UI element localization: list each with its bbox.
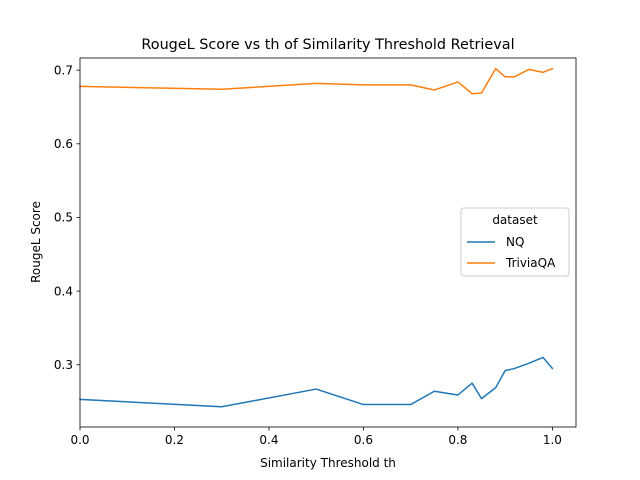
x-tick-label: 0.4 [259, 433, 278, 447]
y-axis-label: RougeL Score [29, 201, 43, 283]
plot-area [79, 67, 554, 408]
series-line-nq [79, 356, 554, 408]
x-tick-label: 1.0 [543, 433, 562, 447]
legend-box [460, 207, 570, 277]
legend-label-nq: NQ [506, 235, 524, 249]
y-axis-ticks: 0.3 0.4 0.5 0.6 0.7 [54, 63, 80, 372]
series-line-triviaqa [79, 67, 554, 95]
x-axis-label: Similarity Threshold th [260, 456, 396, 470]
legend-label-triviaqa: TriviaQA [505, 256, 556, 270]
legend-title: dataset [492, 213, 538, 227]
chart-title: RougeL Score vs th of Similarity Thresho… [141, 37, 514, 53]
plot-frame [79, 57, 577, 428]
x-axis-ticks: 0.0 0.2 0.4 0.6 0.8 1.0 [70, 427, 562, 447]
legend: dataset NQ TriviaQA [460, 207, 570, 277]
x-tick-label: 0.0 [70, 433, 89, 447]
y-tick-label: 0.6 [54, 137, 73, 151]
y-tick-label: 0.5 [54, 211, 73, 225]
x-tick-label: 0.6 [354, 433, 373, 447]
y-tick-label: 0.7 [54, 63, 73, 77]
y-tick-label: 0.4 [54, 284, 73, 298]
x-tick-label: 0.2 [165, 433, 184, 447]
y-tick-label: 0.3 [54, 358, 73, 372]
x-tick-label: 0.8 [448, 433, 467, 447]
